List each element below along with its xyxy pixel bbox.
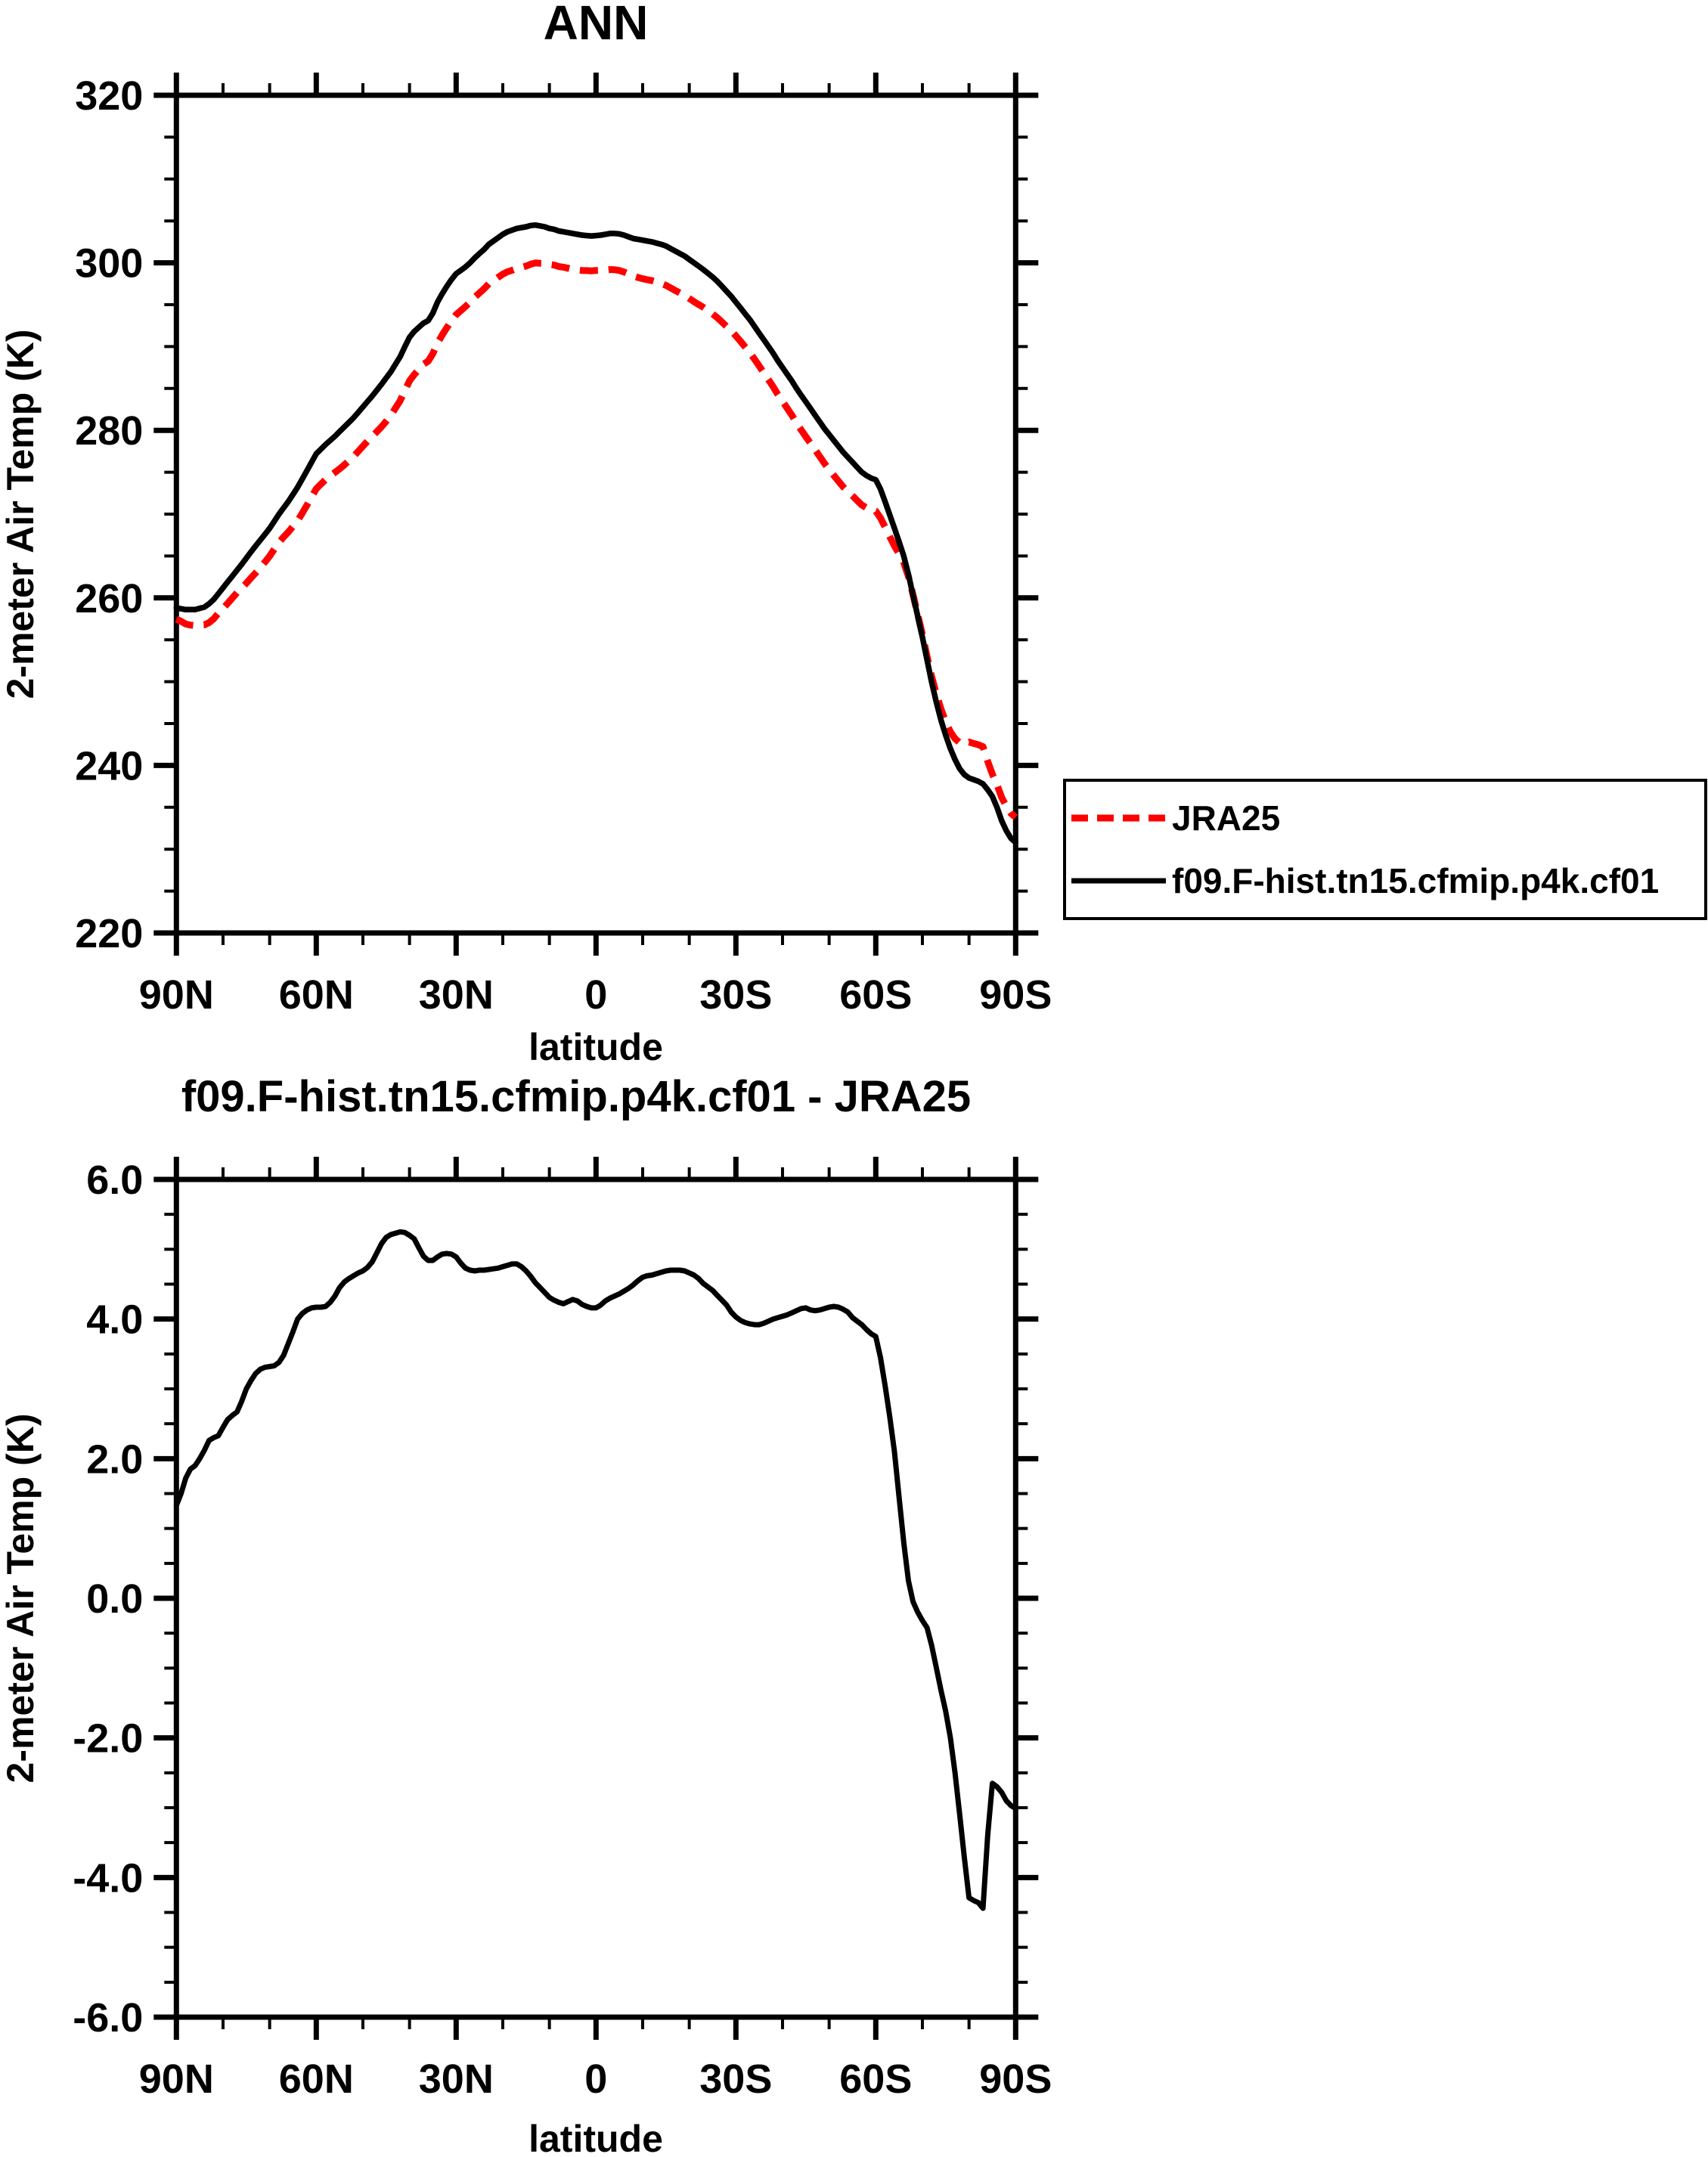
- axis-frame: [173, 1176, 1018, 2020]
- top-panel: 90N 60N 30N 0 30S 60S 90S 220 240 260 280 300 320: [75, 73, 1052, 1018]
- x-tick-label: 60S: [839, 972, 912, 1018]
- x-tick-label: 0: [584, 2056, 607, 2102]
- y-axis-title-bottom: 2-meter Air Temp (K): [0, 1414, 42, 1784]
- jra25-line: [175, 259, 1018, 820]
- y-tick-label: 220: [75, 911, 143, 956]
- x-tick-label: 90N: [139, 2056, 214, 2102]
- legend-box: [1063, 779, 1707, 920]
- y-tick-label: 300: [75, 241, 143, 287]
- x-tick-label: 30S: [699, 972, 772, 1018]
- y-tick-label: 320: [75, 73, 143, 119]
- model-line: [173, 222, 1019, 846]
- legend: JRA25 f09.F-hist.tn15.cfmip.p4k.cf01: [1063, 779, 1707, 920]
- bottom-panel: 90N 60N 30N 0 30S 60S 90S -6.0 -4.0 -2.0 0.0 2.0 4.0…: [73, 1157, 1052, 2102]
- y-tick-label: 0.0: [86, 1576, 143, 1622]
- top-panel-title: ANN: [544, 0, 649, 50]
- y-tick-label: 6.0: [86, 1158, 143, 1203]
- x-tick-label: 60N: [279, 2056, 354, 2102]
- x-tick-label: 60N: [279, 972, 354, 1018]
- x-tick-label: 90N: [139, 972, 214, 1018]
- x-tick-label: 0: [584, 972, 607, 1018]
- x-tick-label: 30N: [419, 2056, 494, 2102]
- y-tick-label: 4.0: [86, 1297, 143, 1343]
- legend-model-label: f09.F-hist.tn15.cfmip.p4k.cf01: [1172, 861, 1659, 900]
- x-tick-label: 60S: [839, 2056, 912, 2102]
- y-tick-label: 280: [75, 408, 143, 454]
- bottom-panel-title: f09.F-hist.tn15.cfmip.p4k.cf01 - JRA25: [181, 1072, 971, 1121]
- x-tick-label: 90S: [979, 2056, 1052, 2102]
- y-tick-label: 2.0: [86, 1436, 143, 1482]
- y-tick-label: -4.0: [73, 1855, 143, 1901]
- y-axis-title-top: 2-meter Air Temp (K): [0, 330, 42, 699]
- y-tick-label: 260: [75, 576, 143, 621]
- axis-frame: [173, 92, 1018, 936]
- y-tick-label: -2.0: [73, 1716, 143, 1762]
- y-tick-label: -6.0: [73, 1995, 143, 2041]
- x-tick-label: 90S: [979, 972, 1052, 1018]
- x-axis-label-top: latitude: [529, 1026, 663, 1068]
- legend-jra25-label: JRA25: [1172, 798, 1280, 838]
- y-tick-label: 240: [75, 743, 143, 789]
- x-tick-label: 30S: [699, 2056, 772, 2102]
- x-tick-label: 30N: [419, 972, 494, 1018]
- x-axis-label-bottom: latitude: [529, 2118, 663, 2157]
- difference-line: [173, 1229, 1018, 1911]
